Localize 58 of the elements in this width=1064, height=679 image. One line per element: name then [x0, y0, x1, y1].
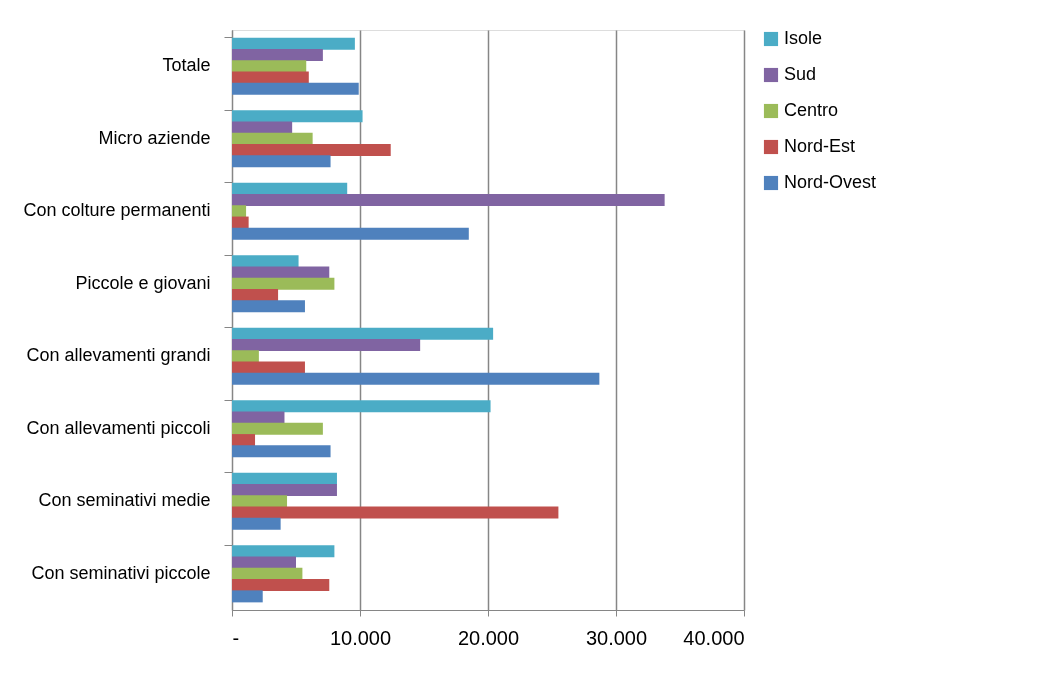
bar — [232, 338, 421, 351]
bar — [232, 556, 296, 569]
bar — [232, 327, 494, 340]
x-tick-label: 10.000 — [329, 626, 392, 649]
y-tick-label: Piccole e giovani — [75, 272, 211, 293]
bar — [232, 155, 331, 168]
bar — [232, 121, 293, 134]
y-tick-label: Micro aziende — [98, 127, 211, 148]
bar — [232, 266, 330, 279]
bar — [232, 445, 331, 458]
bar — [232, 289, 279, 302]
legend-label: Nord-Ovest — [784, 172, 877, 192]
bar — [232, 60, 307, 73]
bar — [232, 590, 263, 603]
bar — [232, 411, 285, 424]
bar — [232, 483, 337, 496]
bar — [232, 71, 309, 84]
bar — [232, 506, 559, 519]
legend-label: Nord-Est — [784, 136, 856, 156]
y-tick-label: Con allevamenti grandi — [26, 345, 211, 366]
bar — [232, 216, 249, 229]
bar — [232, 205, 247, 218]
bar — [232, 110, 363, 123]
bar — [232, 144, 391, 157]
x-tick-label: - — [232, 626, 240, 649]
bar — [232, 579, 330, 592]
x-tick-label: 20.000 — [457, 626, 520, 649]
bar — [232, 434, 256, 447]
y-tick-label: Con allevamenti piccoli — [26, 417, 211, 438]
bar — [232, 545, 335, 558]
y-tick-label: Con colture permanenti — [23, 200, 211, 221]
bar — [232, 193, 665, 206]
bar — [232, 300, 305, 313]
bar — [232, 400, 491, 413]
bar — [232, 422, 323, 435]
bar — [232, 361, 305, 374]
bar — [232, 82, 359, 95]
bar — [232, 48, 323, 61]
bar — [232, 182, 348, 195]
bar — [232, 495, 288, 508]
x-tick-label: 30.000 — [585, 626, 648, 649]
y-tick-label: Con seminativi medie — [38, 490, 211, 511]
bar — [232, 277, 335, 290]
y-tick-label: Con seminativi piccole — [31, 562, 211, 583]
bar — [232, 517, 281, 530]
legend-label: Sud — [784, 64, 817, 84]
bar — [232, 132, 313, 145]
bar — [232, 472, 337, 485]
bar — [232, 227, 469, 240]
x-tick-label: 40.000 — [683, 626, 745, 649]
legend-label: Isole — [784, 28, 823, 48]
y-tick-label: Totale — [162, 55, 211, 76]
legend-label: Centro — [784, 100, 839, 120]
bar — [232, 372, 600, 385]
bar — [232, 37, 355, 50]
bar — [232, 350, 259, 363]
bar — [232, 255, 299, 268]
bar — [232, 567, 303, 580]
